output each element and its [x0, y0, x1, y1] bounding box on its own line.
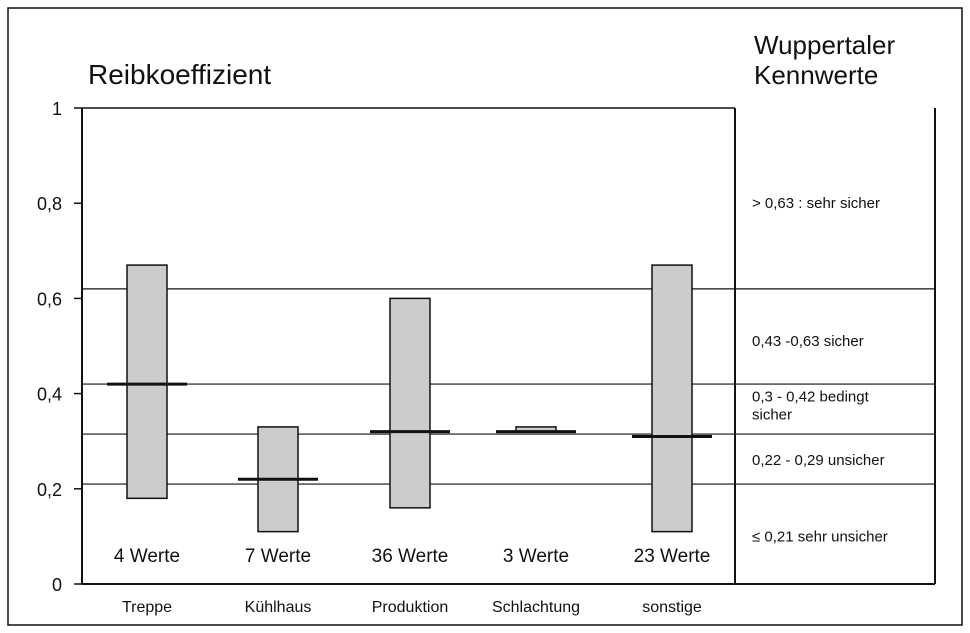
count-label-0: 4 Werte	[114, 546, 180, 567]
count-label-1: 7 Werte	[245, 546, 311, 567]
count-label-3: 3 Werte	[503, 546, 569, 567]
legend-class-label-3: 0,22 - 0,29 unsicher	[752, 452, 885, 469]
chart-title: Reibkoeffizient	[88, 59, 271, 90]
range-bar-2	[389, 297, 431, 509]
x-category-label-4: sonstige	[642, 599, 702, 616]
legend-class-label-2: 0,3 - 0,42 bedingt	[752, 389, 870, 406]
legend-class-label-2: sicher	[752, 407, 792, 424]
range-bar-4	[651, 264, 693, 533]
y-tick-label: 0,4	[37, 385, 62, 405]
legend-title-line1: Wuppertaler	[754, 30, 895, 60]
legend-class-label-0: > 0,63 : sehr sicher	[752, 195, 880, 212]
figure-frame	[7, 7, 963, 626]
count-label-2: 36 Werte	[372, 546, 449, 567]
y-tick-label: 1	[52, 99, 62, 119]
range-bar-0	[126, 264, 168, 500]
y-tick-label: 0	[52, 575, 62, 595]
legend-class-label-1: 0,43 -0,63 sicher	[752, 333, 864, 350]
y-tick-label: 0,8	[37, 194, 62, 214]
count-label-4: 23 Werte	[634, 546, 711, 567]
x-category-label-1: Kühlhaus	[245, 599, 312, 616]
y-tick-label: 0,2	[37, 480, 62, 500]
x-category-label-0: Treppe	[122, 599, 172, 616]
legend-title-line2: Kennwerte	[754, 60, 878, 90]
y-tick-label: 0,6	[37, 289, 62, 309]
x-category-label-2: Produktion	[372, 599, 449, 616]
legend-class-label-4: ≤ 0,21 sehr unsicher	[752, 528, 888, 545]
x-category-label-3: Schlachtung	[492, 599, 580, 616]
